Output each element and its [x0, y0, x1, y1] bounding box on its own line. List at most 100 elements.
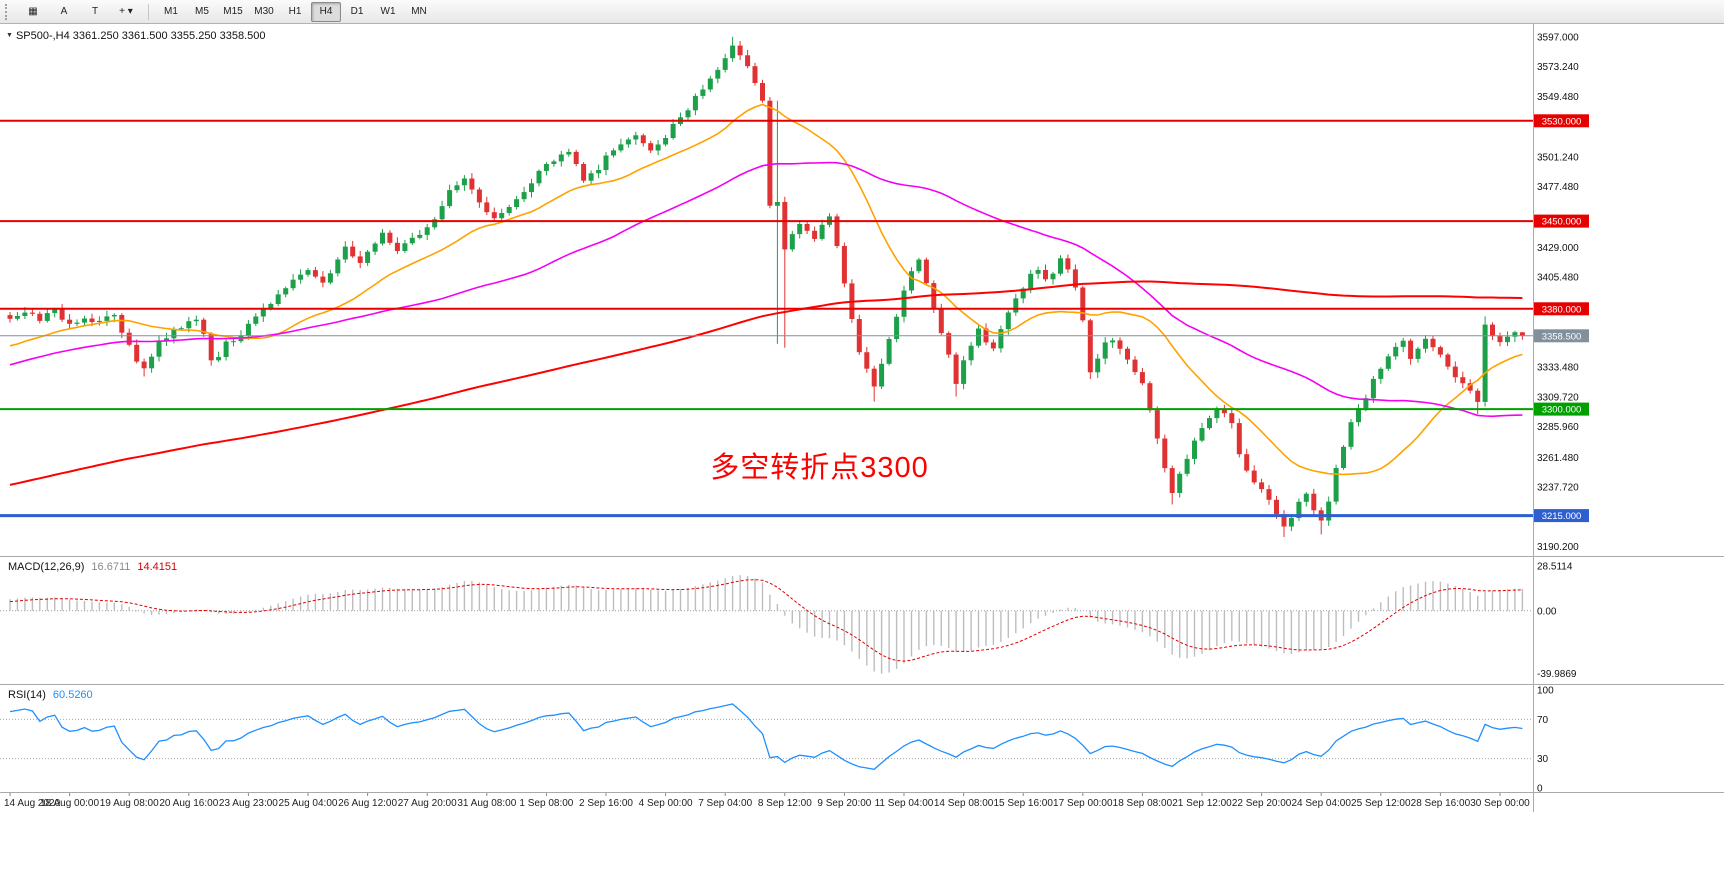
level-3530-badge [1534, 114, 1589, 128]
macd-params: MACD(12,26,9) [8, 561, 85, 573]
svg-text:15 Sep 16:00: 15 Sep 16:00 [993, 798, 1053, 809]
svg-text:24 Sep 04:00: 24 Sep 04:00 [1291, 798, 1351, 809]
toolbar-tools: ▦ A T + ▾ [18, 2, 141, 22]
svg-text:30: 30 [1537, 754, 1549, 765]
svg-text:3477.480: 3477.480 [1537, 182, 1579, 193]
chart-annotation-text: 多空转折点3300 [710, 452, 929, 484]
svg-text:3358.500: 3358.500 [1542, 331, 1582, 342]
svg-text:3215.000: 3215.000 [1542, 511, 1582, 522]
tool-button-shapes[interactable]: + ▾ [119, 6, 133, 17]
svg-text:17 Sep 00:00: 17 Sep 00:00 [1053, 798, 1113, 809]
svg-text:28.5114: 28.5114 [1537, 561, 1573, 572]
svg-text:3429.000: 3429.000 [1537, 243, 1579, 254]
svg-text:3261.480: 3261.480 [1537, 453, 1579, 464]
svg-text:19 Aug 08:00: 19 Aug 08:00 [100, 798, 159, 809]
rsi-panel: 100 70 30 0 [0, 686, 1554, 795]
ma-20-line [9, 103, 1523, 476]
svg-text:3285.960: 3285.960 [1537, 422, 1579, 433]
timeframe-button-m5[interactable]: M5 [195, 6, 209, 17]
timeframe-button-h1[interactable]: H1 [288, 6, 302, 17]
svg-text:26 Aug 12:00: 26 Aug 12:00 [338, 798, 397, 809]
tool-button-text[interactable]: T [91, 6, 99, 17]
svg-text:3530.000: 3530.000 [1542, 116, 1582, 127]
svg-text:11 Sep 04:00: 11 Sep 04:00 [875, 798, 934, 809]
svg-text:25 Aug 04:00: 25 Aug 04:00 [279, 798, 338, 809]
candlesticks [7, 36, 1525, 537]
timeframe-button-d1[interactable]: D1 [350, 6, 364, 17]
level-3215-badge [1534, 509, 1589, 523]
toolbar-separator [148, 3, 149, 20]
svg-text:31 Aug 08:00: 31 Aug 08:00 [457, 798, 516, 809]
svg-text:1 Sep 08:00: 1 Sep 08:00 [519, 798, 573, 809]
time-axis-area[interactable] [0, 792, 1533, 812]
price-axis-area[interactable] [1533, 24, 1724, 792]
svg-text:18 Sep 08:00: 18 Sep 08:00 [1113, 798, 1173, 809]
svg-text:3237.720: 3237.720 [1537, 483, 1579, 494]
tool-button-windows[interactable]: ▦ [28, 6, 38, 17]
svg-text:25 Sep 12:00: 25 Sep 12:00 [1351, 798, 1411, 809]
svg-text:14 Aug 2020: 14 Aug 2020 [4, 798, 61, 809]
svg-text:28 Sep 16:00: 28 Sep 16:00 [1411, 798, 1471, 809]
tool-button-cursor[interactable]: A [60, 6, 68, 17]
chart-title-text: SP500-,H4 3361.250 3361.500 3355.250 335… [15, 30, 266, 42]
svg-text:3549.480: 3549.480 [1537, 92, 1579, 103]
macd-indicator-label: MACD(12,26,9) 16.6711 14.4151 [8, 561, 177, 573]
ma-200-line [9, 280, 1523, 486]
collapse-arrow-icon[interactable]: ▼ [6, 32, 13, 39]
level-3450-badge [1534, 214, 1589, 228]
timeframe-button-m30[interactable]: M30 [254, 6, 274, 17]
timeframe-button-m1[interactable]: M1 [164, 6, 178, 17]
timeframe-button-m15[interactable]: M15 [223, 6, 243, 17]
panel-separators [0, 24, 1724, 812]
svg-text:3309.720: 3309.720 [1537, 392, 1579, 403]
time-axis-labels: 14 Aug 202018 Aug 00:0019 Aug 08:0020 Au… [4, 792, 1530, 809]
svg-text:3450.000: 3450.000 [1542, 217, 1582, 228]
toolbar-grip[interactable] [5, 3, 11, 20]
svg-text:4 Sep 00:00: 4 Sep 00:00 [639, 798, 693, 809]
macd-signal-value: 14.4151 [137, 561, 178, 573]
svg-text:-39.9869: -39.9869 [1537, 669, 1577, 680]
timeframe-button-h4[interactable]: H4 [311, 1, 341, 22]
svg-text:3405.480: 3405.480 [1537, 272, 1579, 283]
level-3300-badge [1534, 402, 1589, 416]
svg-text:3333.480: 3333.480 [1537, 363, 1579, 374]
toolbar-timeframes: M1 M5 M15 M30 H1 H4 D1 W1 MN [156, 1, 434, 22]
timeframe-button-mn[interactable]: MN [411, 6, 427, 17]
macd-plot-area[interactable] [0, 556, 1533, 684]
svg-text:3300.000: 3300.000 [1542, 405, 1582, 416]
svg-text:2 Sep 16:00: 2 Sep 16:00 [579, 798, 633, 809]
chart-title: ▼ SP500-,H4 3361.250 3361.500 3355.250 33… [6, 30, 266, 42]
toolbar: ▦ A T + ▾ M1 M5 M15 M30 H1 H4 D1 W1 MN [0, 0, 1724, 24]
svg-text:27 Aug 20:00: 27 Aug 20:00 [398, 798, 457, 809]
svg-text:18 Aug 00:00: 18 Aug 00:00 [40, 798, 99, 809]
svg-text:3573.240: 3573.240 [1537, 62, 1579, 73]
svg-text:30 Sep 00:00: 30 Sep 00:00 [1470, 798, 1530, 809]
svg-text:3380.000: 3380.000 [1542, 304, 1582, 315]
rsi-indicator-label: RSI(14) 60.5260 [8, 689, 93, 701]
svg-text:3501.240: 3501.240 [1537, 152, 1579, 163]
svg-text:9 Sep 20:00: 9 Sep 20:00 [817, 798, 871, 809]
svg-text:3190.200: 3190.200 [1537, 542, 1579, 553]
rsi-line [9, 703, 1523, 770]
svg-text:7 Sep 04:00: 7 Sep 04:00 [698, 798, 752, 809]
svg-text:70: 70 [1537, 715, 1549, 726]
rsi-value: 60.5260 [52, 689, 93, 701]
svg-text:100: 100 [1537, 686, 1554, 697]
rsi-name: RSI(14) [8, 689, 46, 701]
current-price-badge [1534, 329, 1589, 343]
svg-text:3597.000: 3597.000 [1537, 32, 1579, 43]
macd-signal-line [9, 579, 1523, 662]
svg-text:20 Aug 16:00: 20 Aug 16:00 [159, 798, 218, 809]
timeframe-button-w1[interactable]: W1 [380, 6, 396, 17]
horizontal-levels [0, 119, 1533, 518]
rsi-plot-area[interactable] [0, 684, 1533, 792]
macd-main-value: 16.6711 [91, 561, 131, 573]
svg-text:8 Sep 12:00: 8 Sep 12:00 [758, 798, 812, 809]
level-3380-badge [1534, 302, 1589, 316]
svg-text:23 Aug 23:00: 23 Aug 23:00 [219, 798, 278, 809]
svg-text:14 Sep 08:00: 14 Sep 08:00 [934, 798, 994, 809]
svg-text:0: 0 [1537, 784, 1543, 795]
svg-text:22 Sep 20:00: 22 Sep 20:00 [1232, 798, 1292, 809]
svg-text:21 Sep 12:00: 21 Sep 12:00 [1172, 798, 1232, 809]
